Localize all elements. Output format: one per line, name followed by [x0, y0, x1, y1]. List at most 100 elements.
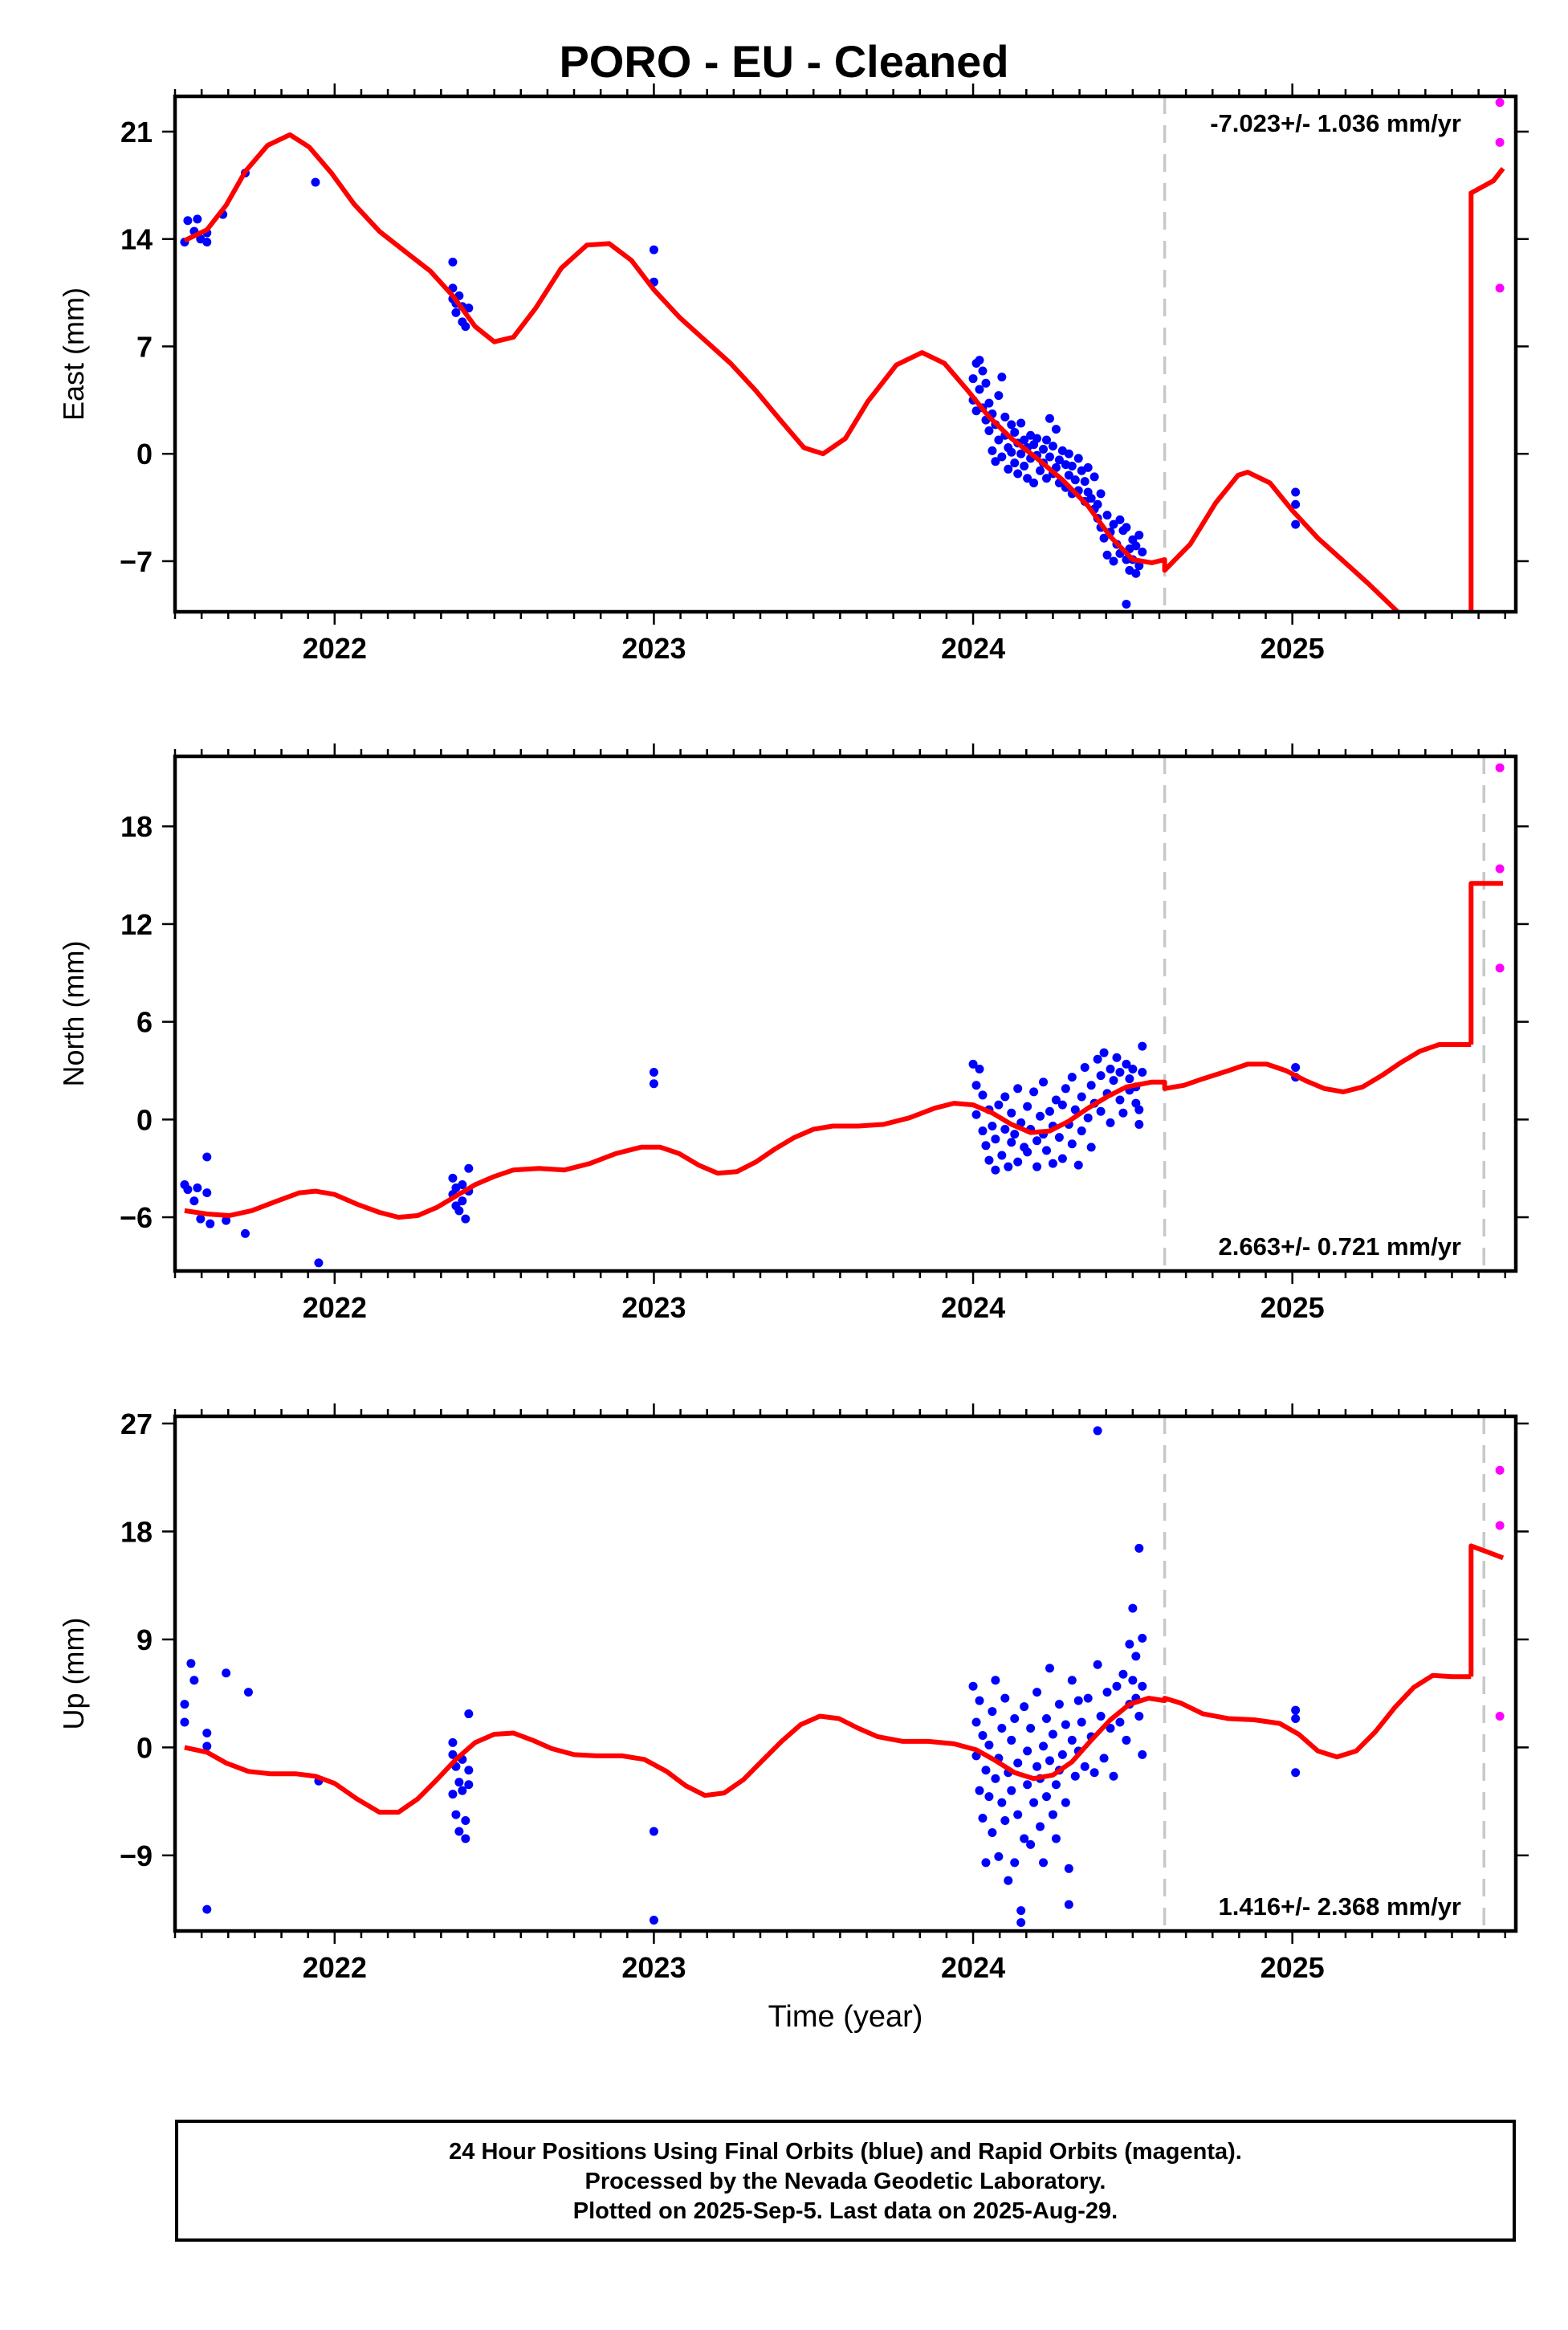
north-final-point — [1291, 1062, 1301, 1072]
north-final-point — [1036, 1111, 1045, 1121]
up-final-point — [1042, 1792, 1051, 1802]
east-final-point — [1131, 568, 1141, 578]
north-final-point — [1118, 1108, 1128, 1118]
up-final-point — [1013, 1758, 1023, 1768]
north-final-point — [1115, 1095, 1125, 1105]
east-final-point — [1093, 499, 1102, 509]
north-final-point — [1134, 1105, 1144, 1114]
up-final-point — [1007, 1735, 1016, 1745]
north-final-point — [464, 1163, 474, 1173]
up-x-tick-label: 2022 — [303, 1951, 367, 1984]
north-final-point — [649, 1079, 658, 1089]
north-final-point — [1067, 1073, 1077, 1082]
north-final-point — [189, 1196, 199, 1206]
north-x-tick-label: 2023 — [621, 1291, 686, 1324]
up-final-point — [968, 1681, 978, 1691]
north-final-point — [978, 1090, 988, 1100]
east-y-tick-label: 14 — [120, 223, 153, 256]
north-final-point — [1096, 1071, 1106, 1081]
east-final-point — [988, 446, 997, 455]
up-final-point — [991, 1774, 1000, 1783]
east-y-axis-label: East (mm) — [57, 287, 90, 421]
up-final-point — [981, 1766, 991, 1775]
north-final-point — [1013, 1157, 1023, 1167]
up-final-point — [202, 1728, 212, 1737]
east-final-point — [997, 452, 1007, 462]
east-x-tick-label: 2023 — [621, 632, 686, 665]
north-y-axis-label: North (mm) — [57, 941, 90, 1087]
up-final-point — [1073, 1696, 1083, 1705]
east-final-point — [1291, 519, 1301, 529]
up-final-point — [1083, 1693, 1093, 1703]
east-final-point — [968, 374, 978, 384]
north-x-tick-label: 2025 — [1261, 1291, 1325, 1324]
north-final-point — [1032, 1162, 1042, 1171]
east-final-point — [1045, 452, 1054, 462]
east-final-point — [448, 257, 458, 267]
north-final-point — [991, 1165, 1000, 1175]
north-final-point — [314, 1258, 324, 1268]
east-final-point — [649, 245, 658, 255]
east-final-point — [1083, 462, 1093, 472]
north-final-point — [1023, 1147, 1032, 1157]
east-x-tick-label: 2025 — [1261, 632, 1325, 665]
up-y-tick-label: −9 — [120, 1839, 153, 1872]
east-final-point — [1000, 412, 1010, 422]
up-final-point — [975, 1696, 984, 1705]
up-final-point — [1061, 1798, 1070, 1807]
up-final-point — [464, 1780, 474, 1790]
north-final-point — [1128, 1064, 1138, 1073]
up-final-point — [202, 1904, 212, 1914]
east-final-point — [1134, 530, 1144, 540]
up-x-tick-label: 2023 — [621, 1951, 686, 1984]
up-final-point — [1291, 1714, 1301, 1724]
east-final-point — [994, 435, 1004, 445]
up-final-point — [222, 1668, 231, 1678]
north-final-point — [1029, 1087, 1039, 1097]
north-final-point — [202, 1188, 212, 1198]
north-rapid-point — [1495, 864, 1505, 874]
east-x-tick-label: 2024 — [941, 632, 1005, 665]
east-final-point — [981, 378, 991, 388]
up-final-point — [1093, 1426, 1102, 1436]
east-final-point — [1089, 472, 1099, 482]
up-final-point — [1054, 1700, 1064, 1709]
north-final-point — [1057, 1100, 1067, 1110]
north-model-curve-jump — [1468, 881, 1504, 1045]
up-final-point — [1125, 1640, 1134, 1649]
north-final-point — [1115, 1068, 1125, 1077]
up-final-point — [1064, 1900, 1073, 1909]
east-final-point — [1102, 550, 1112, 560]
east-final-point — [1051, 425, 1061, 434]
east-x-tick-label: 2022 — [303, 632, 367, 665]
up-final-point — [1138, 1633, 1147, 1643]
east-final-point — [1004, 464, 1013, 474]
east-final-point — [1291, 499, 1301, 509]
up-final-point — [458, 1786, 467, 1795]
east-final-point — [1102, 511, 1112, 520]
north-final-point — [984, 1155, 994, 1165]
north-final-point — [649, 1068, 658, 1077]
east-final-point — [1131, 541, 1141, 551]
north-y-tick-label: 12 — [120, 908, 153, 941]
chart-title: PORO - EU - Cleaned — [559, 36, 1009, 87]
north-final-point — [1067, 1139, 1077, 1149]
east-final-point — [1007, 447, 1016, 457]
up-final-point — [1067, 1735, 1077, 1745]
north-final-point — [1061, 1084, 1070, 1094]
up-final-point — [1067, 1676, 1077, 1685]
east-final-point — [1122, 523, 1131, 532]
north-final-point — [193, 1183, 202, 1193]
up-final-point — [1000, 1693, 1010, 1703]
east-final-point — [1054, 455, 1064, 465]
up-final-point — [186, 1659, 196, 1668]
up-final-point — [1004, 1876, 1013, 1885]
east-final-point — [461, 322, 470, 332]
north-final-point — [202, 1152, 212, 1162]
north-final-point — [458, 1196, 467, 1206]
up-final-point — [1026, 1723, 1036, 1733]
north-final-point — [1134, 1119, 1144, 1129]
up-final-point — [1089, 1768, 1099, 1778]
east-plot-frame — [173, 94, 1518, 614]
up-final-point — [448, 1750, 458, 1759]
